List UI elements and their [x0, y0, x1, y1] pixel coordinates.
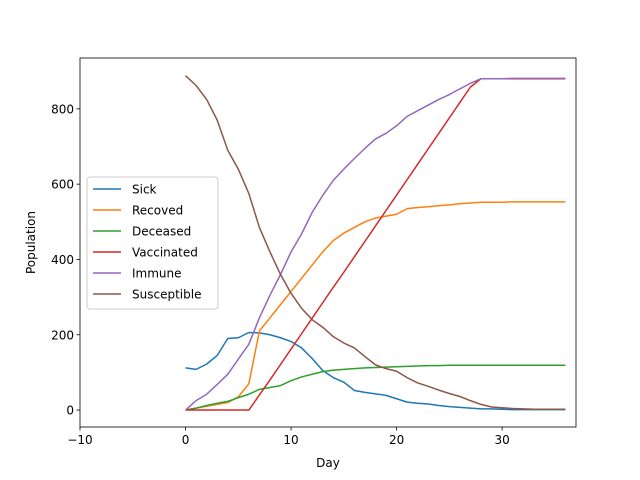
legend-label: Immune [132, 267, 182, 281]
series-layer [185, 75, 566, 411]
legend-label: Recoved [132, 204, 183, 218]
y-tick-label: 200 [51, 328, 74, 342]
legend-label: Susceptible [132, 288, 201, 302]
series-line-susceptible [185, 75, 566, 411]
series-line-deceased [185, 364, 566, 411]
y-tick-label: 400 [51, 253, 74, 267]
x-tick-label: 0 [182, 433, 190, 447]
y-axis-title: Population [24, 211, 38, 274]
y-tick-label: 0 [66, 404, 74, 418]
y-tick-label: 600 [51, 178, 74, 192]
plot-frame [79, 57, 577, 428]
x-axis-title: Day [316, 456, 340, 470]
legend: Sick Recoved Deceased Vaccinated Immune Susce… [86, 176, 219, 310]
legend-label: Vaccinated [132, 246, 198, 260]
x-tick-label: −10 [67, 433, 92, 447]
x-tick-label: 20 [389, 433, 404, 447]
y-axis: 0 200 400 600 800 [51, 102, 80, 418]
series-line-immune [185, 77, 566, 411]
y-tick-label: 800 [51, 102, 74, 116]
series-line-sick [185, 331, 566, 411]
legend-label: Sick [132, 183, 157, 197]
x-tick-label: 30 [494, 433, 509, 447]
x-axis: −10 0 10 20 30 [67, 427, 510, 447]
x-tick-label: 10 [283, 433, 298, 447]
legend-label: Deceased [132, 225, 191, 239]
series-line-recoved [185, 201, 566, 411]
